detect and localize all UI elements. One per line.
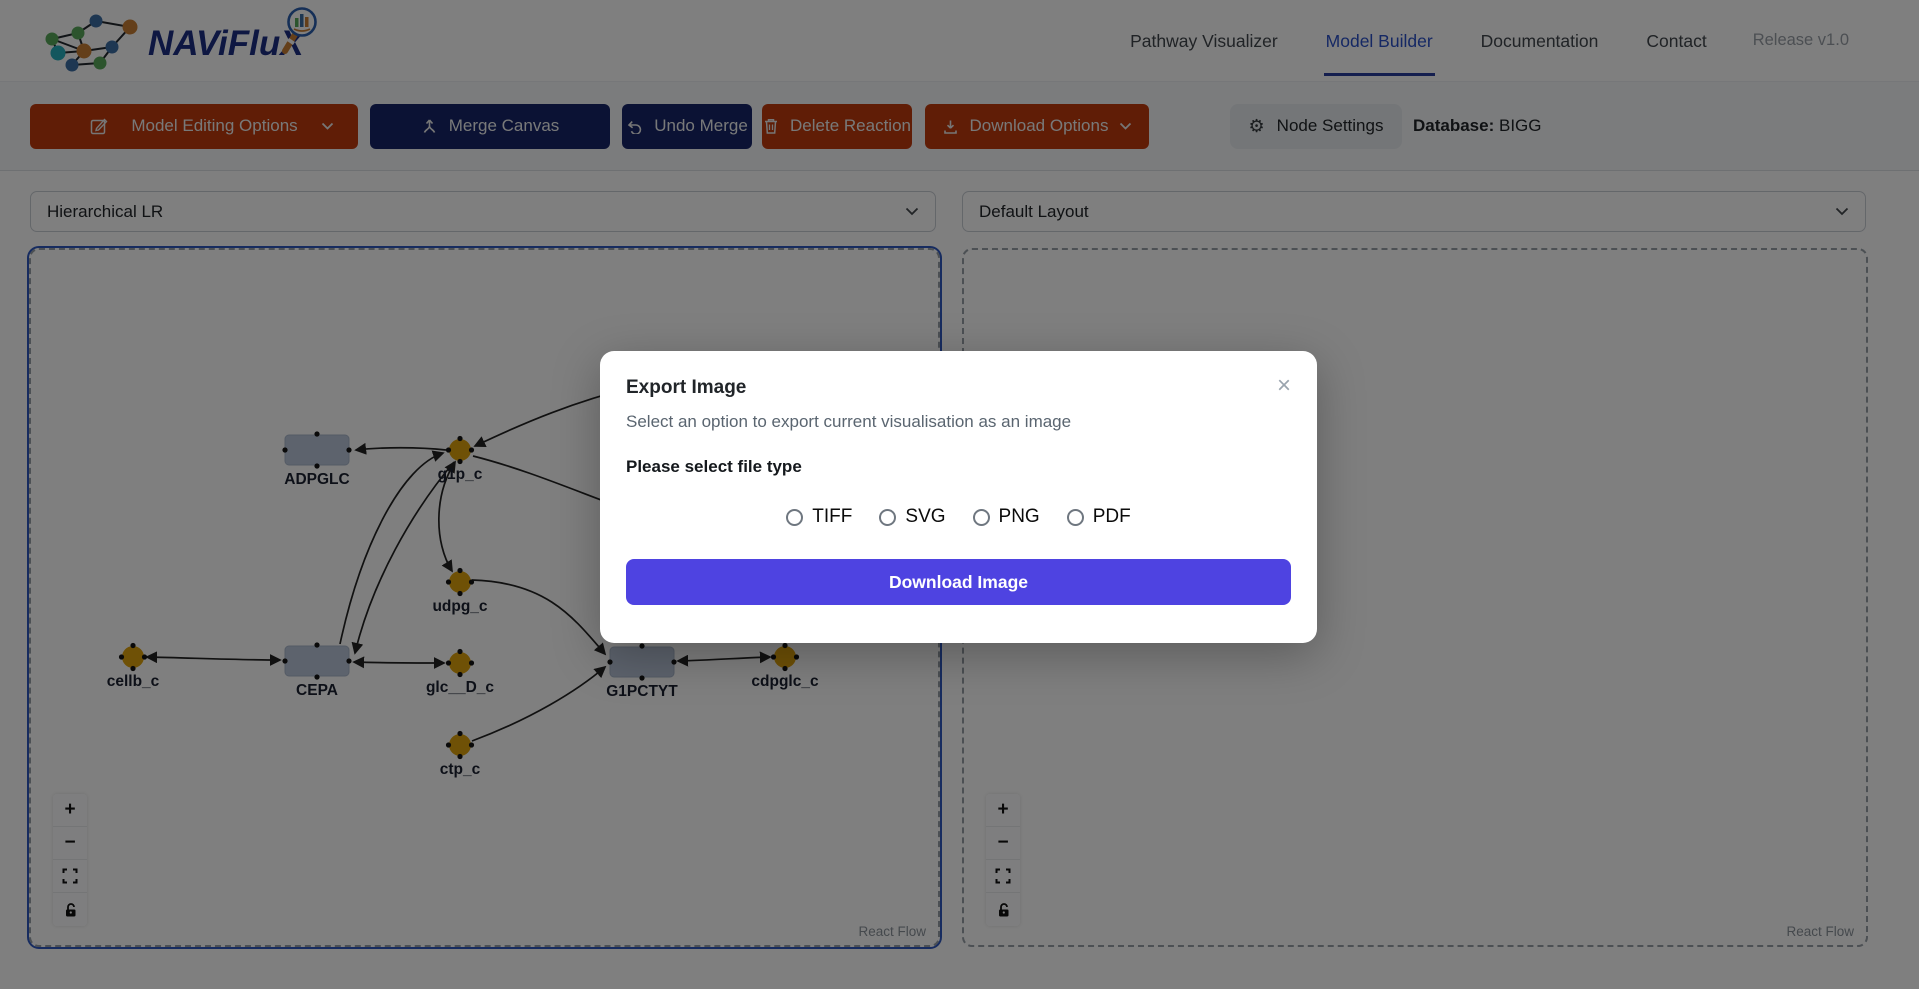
radio-icon[interactable] bbox=[786, 508, 804, 526]
modal-subtitle: Select an option to export current visua… bbox=[626, 412, 1072, 431]
export-image-modal: Export Image × Select an option to expor… bbox=[600, 351, 1317, 643]
radio-label[interactable]: PNG bbox=[998, 506, 1040, 527]
radio-icon[interactable] bbox=[972, 508, 990, 526]
file-type-option-tiff[interactable]: TIFF bbox=[786, 506, 852, 528]
radio-icon[interactable] bbox=[1066, 508, 1084, 526]
download-image-button[interactable]: Download Image bbox=[626, 559, 1291, 605]
radio-label[interactable]: PDF bbox=[1092, 506, 1131, 527]
file-type-options: TIFF SVG PNG PDF bbox=[626, 506, 1291, 528]
radio-icon[interactable] bbox=[879, 508, 897, 526]
modal-title: Export Image bbox=[626, 377, 747, 398]
file-type-option-svg[interactable]: SVG bbox=[879, 506, 946, 528]
file-type-option-pdf[interactable]: PDF bbox=[1066, 506, 1131, 528]
radio-label[interactable]: TIFF bbox=[812, 506, 853, 527]
file-type-option-png[interactable]: PNG bbox=[972, 506, 1040, 528]
file-type-heading: Please select file type bbox=[626, 457, 802, 476]
radio-label[interactable]: SVG bbox=[905, 506, 946, 527]
close-icon[interactable]: × bbox=[1276, 372, 1291, 399]
